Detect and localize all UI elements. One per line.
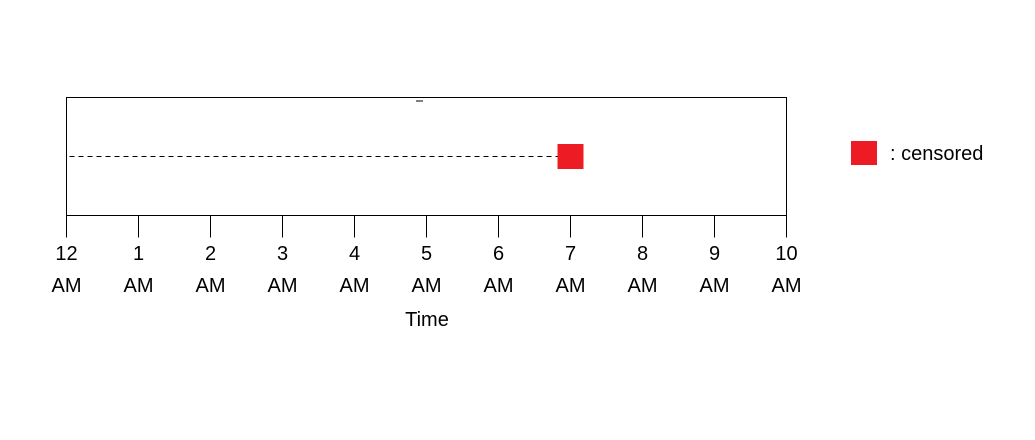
- censored-marker: [557, 144, 584, 169]
- x-tick-label: AM: [484, 275, 514, 297]
- x-tick-label: 12: [55, 243, 77, 265]
- x-tick-label: 8: [637, 243, 648, 265]
- x-tick-label: 3: [277, 243, 288, 265]
- x-tick-label: AM: [628, 275, 658, 297]
- x-tick-label: 6: [493, 243, 504, 265]
- x-tick-label: 9: [709, 243, 720, 265]
- x-axis-title: Time: [405, 309, 449, 331]
- x-tick-label: 4: [349, 243, 360, 265]
- x-tick-label: AM: [268, 275, 298, 297]
- x-tick-label: 7: [565, 243, 576, 265]
- x-tick-label: AM: [196, 275, 226, 297]
- x-tick-label: 10: [775, 243, 797, 265]
- legend-label: : censored: [890, 143, 983, 165]
- x-tick-label: AM: [412, 275, 442, 297]
- x-tick-label: 1: [133, 243, 144, 265]
- x-tick-label: AM: [124, 275, 154, 297]
- data-marks: [69, 144, 584, 169]
- legend: : censored: [851, 141, 983, 165]
- legend-marker: [851, 141, 877, 165]
- x-tick-label: 2: [205, 243, 216, 265]
- x-tick-label: AM: [772, 275, 802, 297]
- x-axis-ticks: 12 AM 1 AM 2 AM 3 AM 4 AM 5 AM 6 AM 7 AM 8 AM 9 AM 10 AM: [52, 215, 802, 297]
- x-tick-label: AM: [340, 275, 370, 297]
- x-tick-label: AM: [556, 275, 586, 297]
- x-tick-label: 5: [421, 243, 432, 265]
- x-tick-label: AM: [700, 275, 730, 297]
- x-tick-label: AM: [52, 275, 82, 297]
- plot-frame: [66, 97, 787, 216]
